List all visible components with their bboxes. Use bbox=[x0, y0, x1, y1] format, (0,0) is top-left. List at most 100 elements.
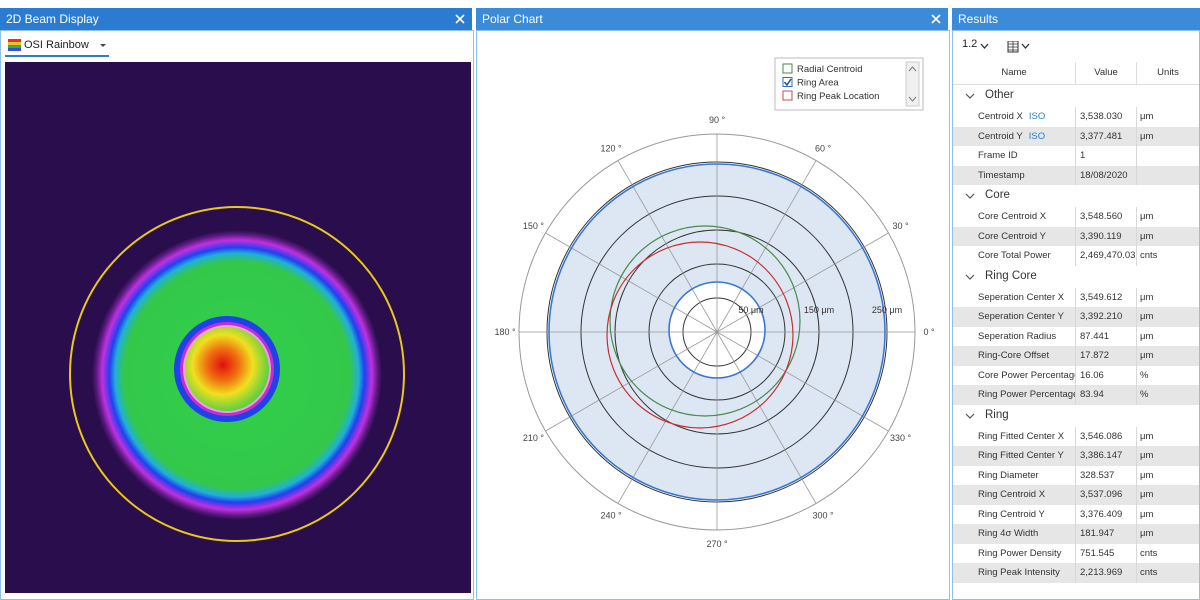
row-value: 3,376.409 bbox=[1080, 509, 1122, 520]
section-header[interactable]: Ring bbox=[953, 405, 1199, 427]
units-cell: μm bbox=[1137, 107, 1199, 127]
angle-label: 210 ° bbox=[523, 433, 545, 443]
iso-tag: ISO bbox=[1029, 111, 1045, 122]
row-units: % bbox=[1140, 370, 1148, 381]
value-cell: 3,546.086 bbox=[1076, 427, 1137, 447]
result-row: Ring Power Density751.545cnts bbox=[953, 544, 1199, 564]
palette-dropdown[interactable]: OSI Rainbow bbox=[5, 36, 109, 57]
section-header[interactable]: Core bbox=[953, 185, 1199, 207]
row-units: μm bbox=[1140, 211, 1153, 222]
result-row: Core Power Percentage 16.06% bbox=[953, 366, 1199, 386]
name-cell: Ring Power Density bbox=[953, 544, 1076, 564]
units-cell: μm bbox=[1137, 446, 1199, 466]
units-cell: μm bbox=[1137, 127, 1199, 147]
value-cell: 3,376.409 bbox=[1076, 505, 1137, 525]
result-row: Ring Power Percentage83.94% bbox=[953, 385, 1199, 405]
results-table: NameValueUnitsOther Centroid X ISO 3,538.03… bbox=[953, 62, 1199, 598]
row-name: Frame ID bbox=[978, 150, 1018, 161]
section-title: Ring bbox=[985, 409, 1009, 421]
section-title: Core bbox=[985, 189, 1010, 201]
row-units: μm bbox=[1140, 489, 1153, 500]
name-cell: Ring Diameter bbox=[953, 466, 1076, 486]
row-name: Core Total Power bbox=[978, 250, 1051, 261]
column-header: Value bbox=[1076, 62, 1137, 84]
row-value: 18/08/2020 bbox=[1080, 170, 1128, 181]
section-title: Ring Core bbox=[985, 270, 1037, 282]
row-units: μm bbox=[1140, 509, 1153, 520]
value-cell: 3,390.119 bbox=[1076, 227, 1137, 247]
result-row: Timestamp 18/08/2020 bbox=[953, 166, 1199, 186]
row-name: Ring-Core Offset bbox=[978, 350, 1049, 361]
row-value: 3,538.030 bbox=[1080, 111, 1122, 122]
row-name: Ring Power Percentage bbox=[978, 389, 1076, 400]
units-cell: μm bbox=[1137, 485, 1199, 505]
units-cell: μm bbox=[1137, 505, 1199, 525]
result-row: Centroid X ISO 3,538.030 μm bbox=[953, 107, 1199, 127]
name-cell: Core Power Percentage bbox=[953, 366, 1076, 386]
name-cell: Timestamp bbox=[953, 166, 1076, 186]
section-header[interactable]: Ring Core bbox=[953, 266, 1199, 288]
row-name: Ring Centroid Y bbox=[978, 509, 1045, 520]
value-cell: 3,377.481 bbox=[1076, 127, 1137, 147]
chevron-path bbox=[966, 414, 974, 418]
result-row: Centroid YISO 3,377.481 μm bbox=[953, 127, 1199, 147]
legend-checkbox[interactable] bbox=[783, 64, 792, 73]
angle-label: 90 ° bbox=[709, 115, 726, 125]
table-header: NameValueUnits bbox=[953, 62, 1199, 85]
value-cell: 18/08/2020 bbox=[1076, 166, 1137, 186]
name-cell: Ring Peak Intensity bbox=[953, 563, 1076, 583]
value-cell: 1 bbox=[1076, 146, 1137, 166]
chevron-path bbox=[966, 275, 974, 279]
name-cell: Ring Fitted Center Y bbox=[953, 446, 1076, 466]
row-units: cnts bbox=[1140, 250, 1157, 261]
row-name: Timestamp bbox=[978, 170, 1025, 181]
row-value: 2,213.969 bbox=[1080, 567, 1122, 578]
version-label: 1.2 bbox=[962, 38, 977, 50]
result-row: Ring Fitted Center Y 3,386.147 μm bbox=[953, 446, 1199, 466]
row-name: Seperation Center X bbox=[978, 292, 1064, 303]
polar-chart: 0 °30 °60 °90 °120 °150 °180 °210 °240 °… bbox=[476, 31, 950, 599]
row-value: 3,386.147 bbox=[1080, 450, 1122, 461]
row-value: 3,377.481 bbox=[1080, 131, 1122, 142]
name-cell: Ring 4σ Width bbox=[953, 524, 1076, 544]
row-units: μm bbox=[1140, 331, 1153, 342]
close-button[interactable] bbox=[454, 13, 466, 25]
result-row: Core Total Power2,469,470.03cnts bbox=[953, 246, 1199, 266]
name-cell: Centroid YISO bbox=[953, 127, 1076, 147]
angle-label: 300 ° bbox=[812, 511, 834, 521]
result-row: Ring Centroid X 3,537.096 μm bbox=[953, 485, 1199, 505]
angle-label: 120 ° bbox=[600, 143, 622, 153]
section-header[interactable]: Other bbox=[953, 85, 1199, 107]
result-row: Frame ID 1 bbox=[953, 146, 1199, 166]
legend-checkbox[interactable] bbox=[783, 91, 792, 100]
units-cell bbox=[1137, 146, 1199, 166]
legend-scrollbar[interactable] bbox=[906, 62, 919, 106]
value-cell: 328.537 bbox=[1076, 466, 1137, 486]
row-value: 3,537.096 bbox=[1080, 489, 1122, 500]
name-cell: Ring Centroid X bbox=[953, 485, 1076, 505]
panel-header: 2D Beam Display bbox=[0, 8, 472, 30]
close-button[interactable] bbox=[930, 13, 942, 25]
version-selector[interactable]: 1.2 bbox=[962, 38, 977, 50]
beam-image bbox=[5, 62, 471, 593]
row-name: Seperation Radius bbox=[978, 331, 1056, 342]
value-cell: 2,213.969 bbox=[1076, 563, 1137, 583]
row-units: cnts bbox=[1140, 548, 1157, 559]
row-name: Ring Power Density bbox=[978, 548, 1061, 559]
row-name: Centroid X bbox=[978, 111, 1023, 122]
row-name: Core Centroid X bbox=[978, 211, 1046, 222]
row-value: 3,546.086 bbox=[1080, 431, 1122, 442]
result-row: Seperation Center Y3,392.210μm bbox=[953, 307, 1199, 327]
name-cell: Seperation Center X bbox=[953, 288, 1076, 308]
radius-label: 150 μm bbox=[804, 305, 834, 315]
column-header: Units bbox=[1137, 62, 1199, 84]
row-value: 17.872 bbox=[1080, 350, 1109, 361]
value-cell: 3,538.030 bbox=[1076, 107, 1137, 127]
row-units: μm bbox=[1140, 292, 1153, 303]
row-units: μm bbox=[1140, 311, 1153, 322]
dropdown-arrow bbox=[99, 43, 107, 49]
row-value: 16.06 bbox=[1080, 370, 1104, 381]
collapse-chevron bbox=[965, 413, 975, 421]
row-value: 83.94 bbox=[1080, 389, 1104, 400]
